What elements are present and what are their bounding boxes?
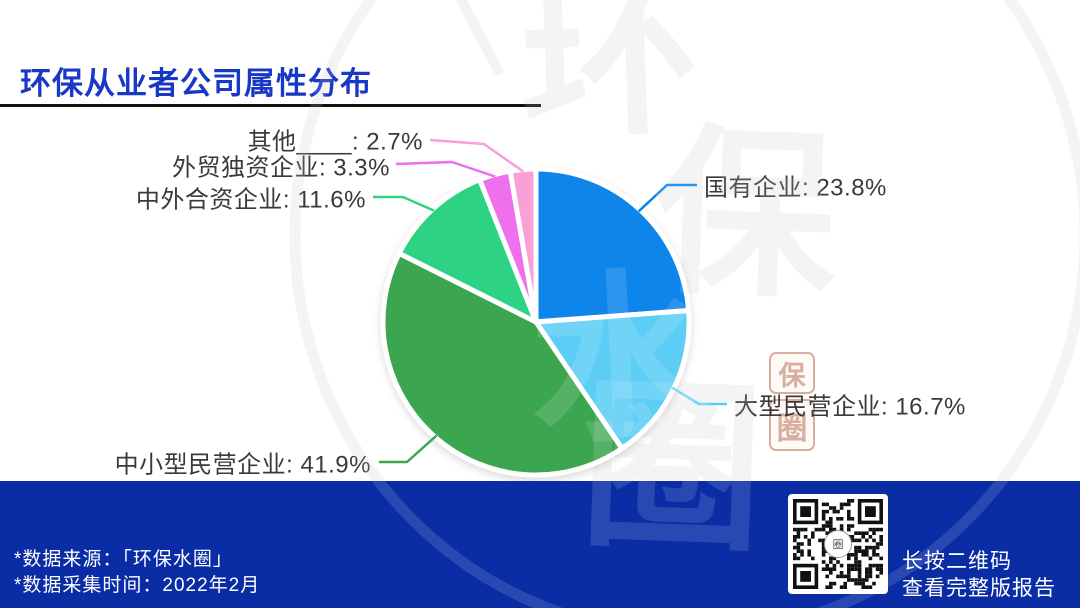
- page-title: 环保从业者公司属性分布: [20, 66, 372, 101]
- leader-line-0: [637, 183, 697, 213]
- pie-label-5: 其他____: 2.7%: [247, 128, 423, 156]
- data-source-note: *数据来源：「环保水圈」: [14, 549, 233, 570]
- pie-label-1: 大型民营企业: 16.7%: [734, 393, 966, 421]
- pie-label-3: 中外合资企业: 11.6%: [135, 186, 366, 214]
- leader-line-4: [395, 160, 496, 178]
- leader-line-2: [379, 434, 438, 464]
- leader-line-3: [373, 195, 435, 212]
- qr-code: 圈: [788, 494, 888, 594]
- qr-caption-line1: 长按二维码: [902, 550, 1012, 573]
- title-underline: [0, 104, 541, 107]
- leader-line-5: [429, 138, 524, 173]
- data-collect-note: *数据采集时间：2022年2月: [14, 575, 261, 596]
- pie-label-0: 国有企业: 23.8%: [704, 174, 887, 202]
- pie-slice-0: [533, 166, 692, 325]
- pie-label-2: 中小型民营企业: 41.9%: [114, 451, 371, 479]
- qr-caption-line2: 查看完整版报告: [902, 577, 1056, 600]
- svg-text:圈: 圈: [833, 538, 844, 551]
- leader-line-1: [671, 386, 727, 406]
